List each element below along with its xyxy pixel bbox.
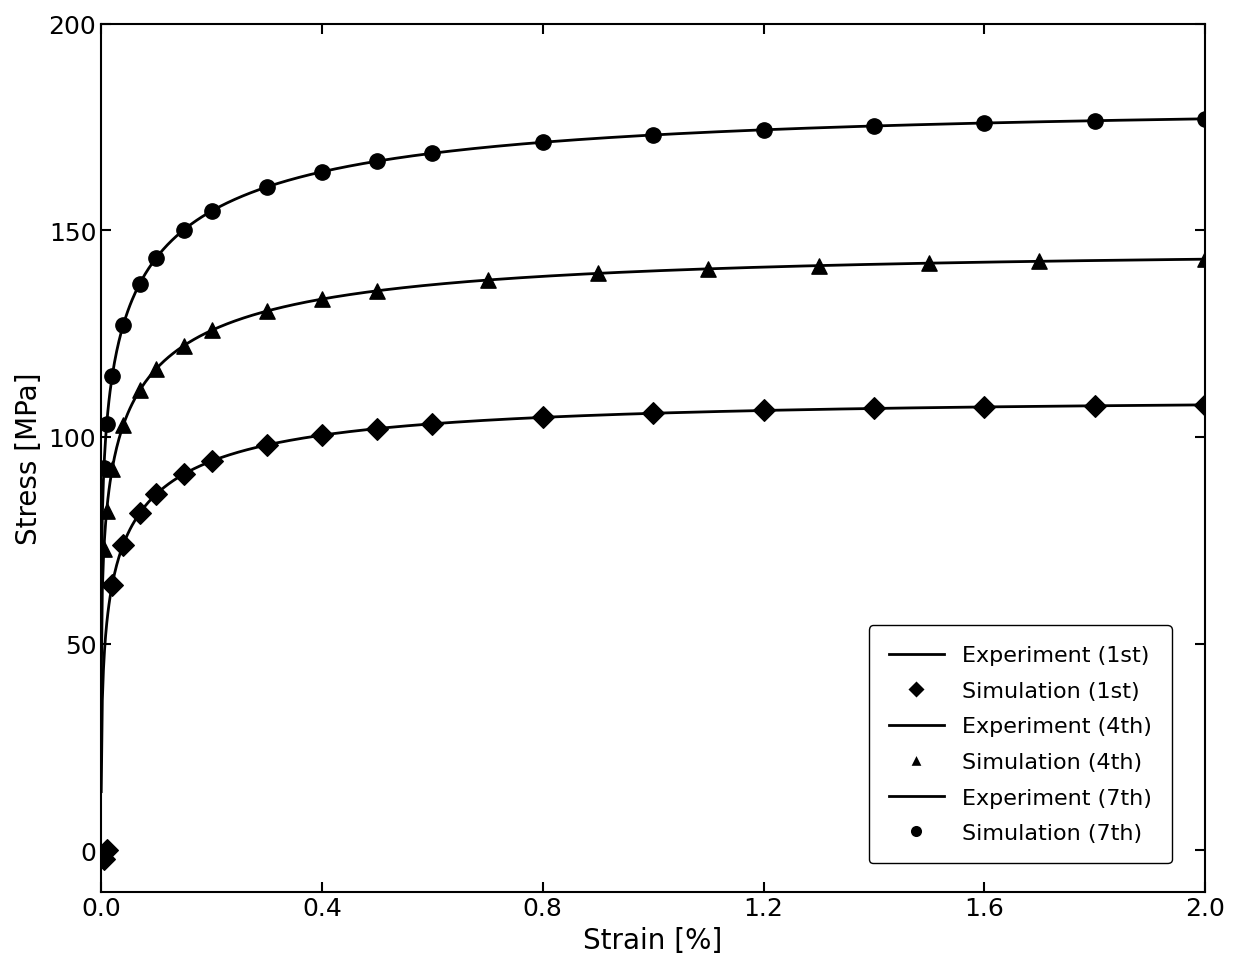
Simulation (7th) [312, 165, 332, 180]
Simulation (1st) [1195, 397, 1215, 413]
Simulation (4th) [113, 418, 133, 433]
Simulation (1st) [533, 410, 553, 425]
Simulation (7th) [864, 119, 884, 135]
Simulation (1st) [975, 400, 994, 416]
Simulation (4th) [97, 503, 117, 518]
Simulation (1st) [1085, 398, 1105, 414]
Simulation (4th) [94, 542, 114, 557]
Simulation (4th) [202, 324, 222, 339]
Simulation (1st) [257, 438, 277, 453]
Simulation (4th) [1195, 252, 1215, 267]
X-axis label: Strain [%]: Strain [%] [584, 926, 723, 954]
Simulation (7th) [202, 204, 222, 220]
Simulation (4th) [588, 266, 608, 282]
Simulation (7th) [102, 369, 122, 385]
Simulation (4th) [919, 256, 939, 271]
Simulation (1st) [146, 486, 166, 502]
Simulation (4th) [808, 259, 828, 274]
Simulation (1st) [644, 406, 663, 422]
Simulation (4th) [257, 304, 277, 320]
Simulation (4th) [174, 338, 193, 354]
Simulation (7th) [130, 276, 150, 292]
Simulation (7th) [754, 123, 774, 139]
Simulation (7th) [174, 223, 193, 238]
Simulation (4th) [102, 461, 122, 477]
Simulation (1st) [864, 401, 884, 417]
Simulation (1st) [94, 851, 114, 866]
Simulation (1st) [312, 428, 332, 444]
Simulation (1st) [423, 417, 443, 432]
Simulation (7th) [1085, 113, 1105, 129]
Simulation (7th) [113, 318, 133, 333]
Simulation (1st) [202, 453, 222, 469]
Simulation (7th) [97, 417, 117, 432]
Simulation (1st) [754, 403, 774, 419]
Simulation (4th) [146, 361, 166, 377]
Simulation (7th) [644, 128, 663, 143]
Simulation (1st) [97, 843, 117, 859]
Simulation (7th) [146, 251, 166, 266]
Simulation (7th) [1195, 112, 1215, 128]
Simulation (4th) [698, 262, 718, 277]
Simulation (4th) [1029, 254, 1049, 269]
Simulation (7th) [94, 461, 114, 477]
Simulation (1st) [130, 506, 150, 521]
Legend: Experiment (1st), Simulation (1st), Experiment (4th), Simulation (4th), Experime: Experiment (1st), Simulation (1st), Expe… [869, 626, 1172, 863]
Simulation (4th) [367, 284, 387, 299]
Simulation (1st) [102, 578, 122, 593]
Simulation (7th) [367, 154, 387, 170]
Simulation (1st) [113, 537, 133, 552]
Simulation (7th) [423, 146, 443, 162]
Simulation (4th) [477, 273, 497, 289]
Y-axis label: Stress [MPa]: Stress [MPa] [15, 372, 43, 545]
Simulation (1st) [367, 422, 387, 437]
Simulation (1st) [174, 467, 193, 483]
Simulation (7th) [533, 136, 553, 151]
Simulation (4th) [312, 292, 332, 307]
Simulation (4th) [130, 383, 150, 398]
Simulation (7th) [975, 116, 994, 132]
Simulation (7th) [257, 180, 277, 196]
